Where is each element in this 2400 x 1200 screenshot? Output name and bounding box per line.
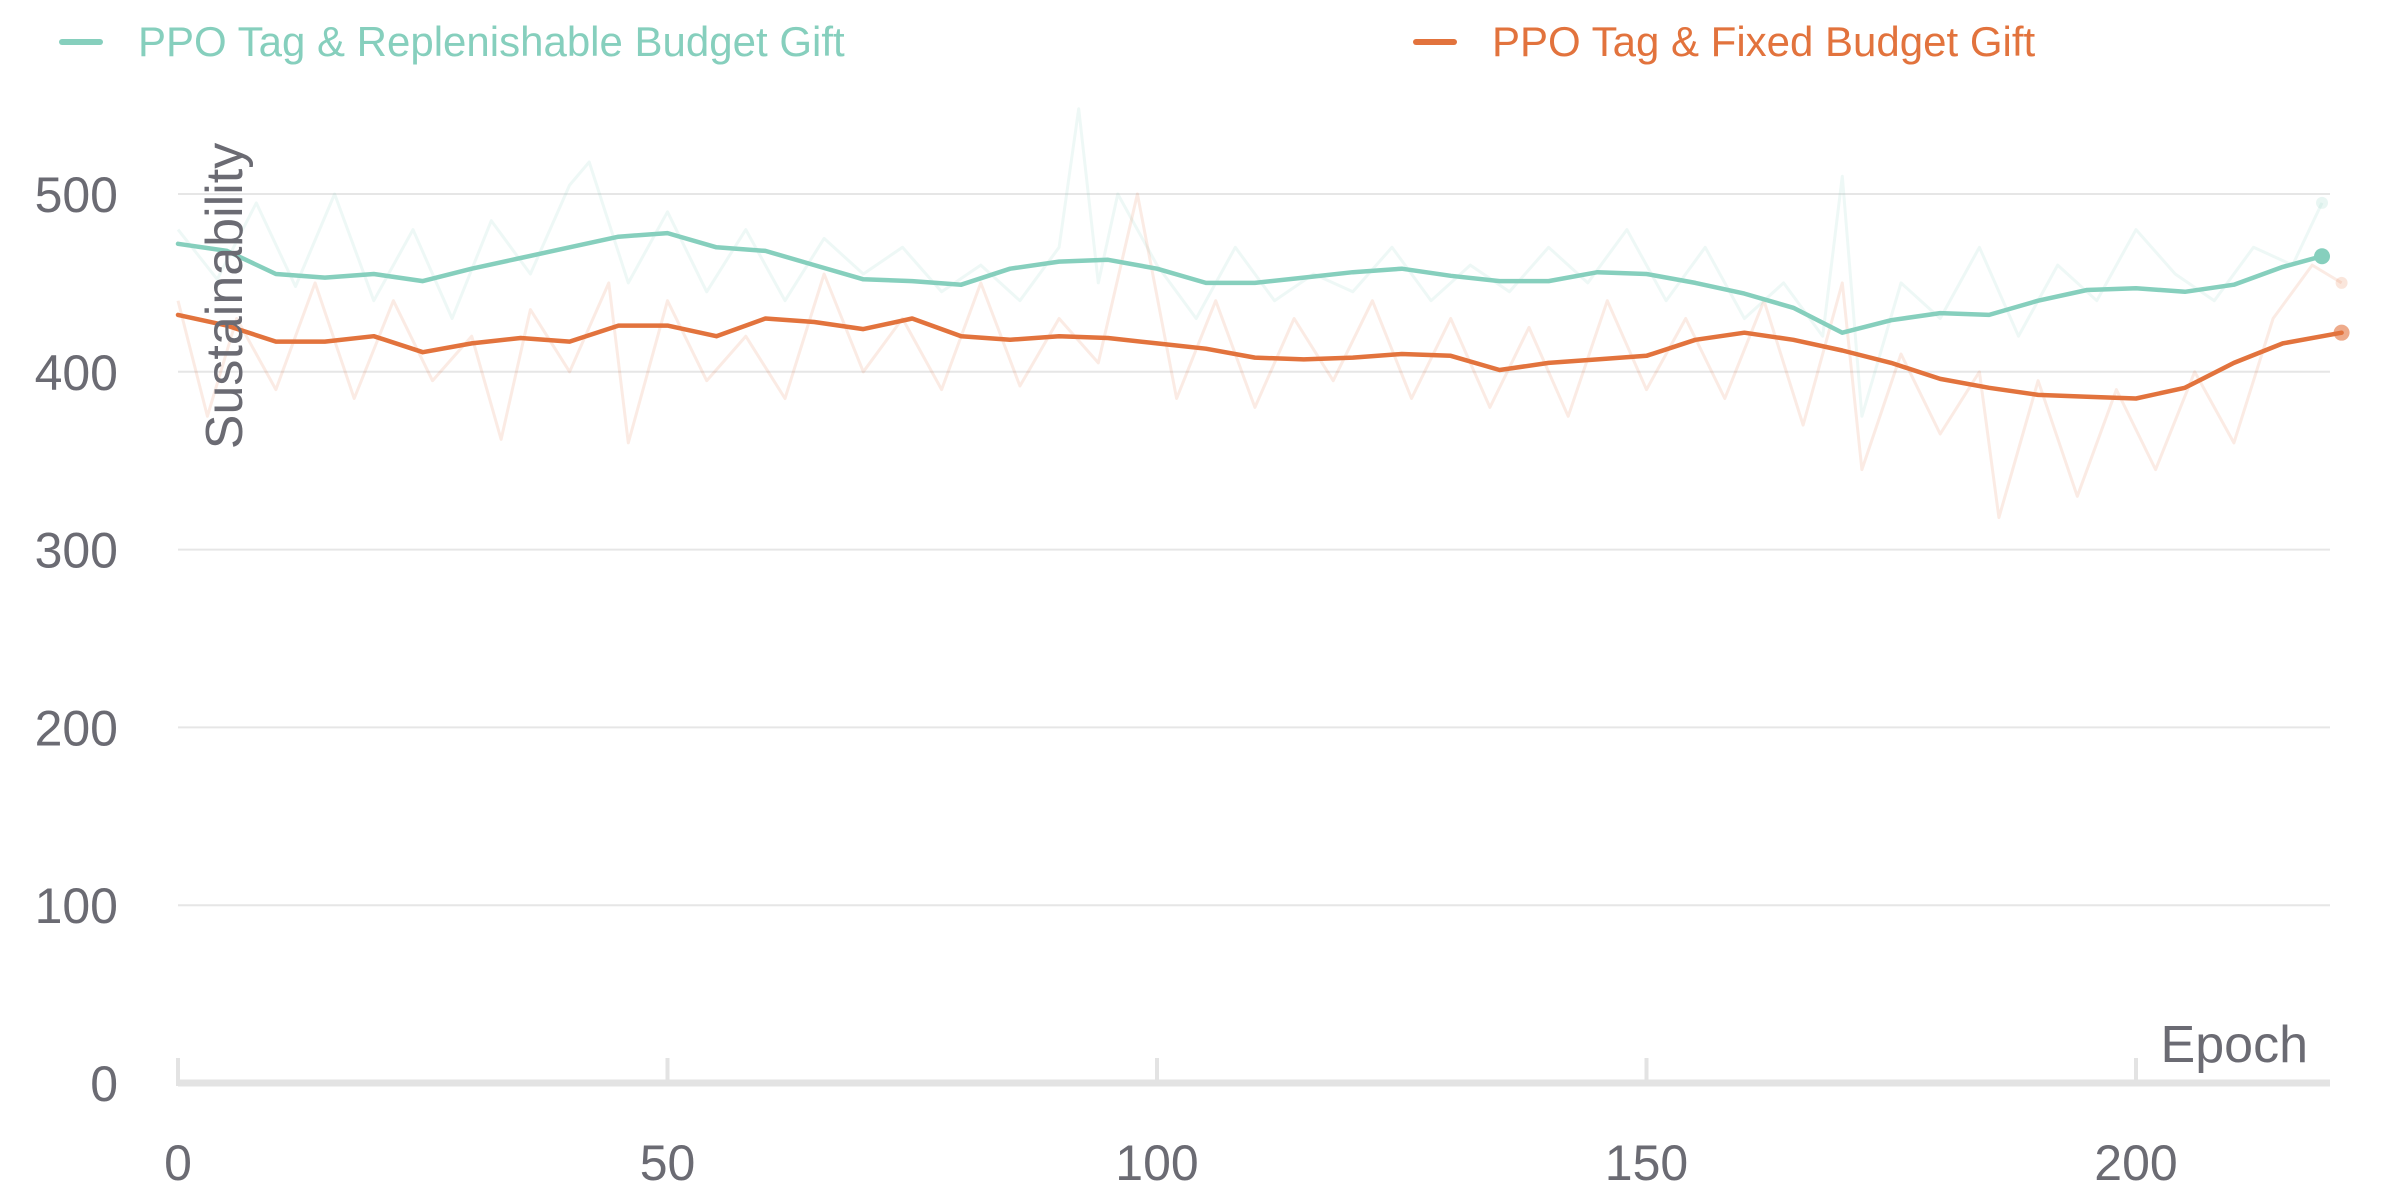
raw-series-line-2: [176, 192, 2343, 520]
legend-label-2: PPO Tag & Fixed Budget Gift: [1492, 18, 2036, 65]
tick-labels: 0 100 200 300 400 500 0 50 100 150 200: [35, 167, 2178, 1191]
gridlines: [178, 193, 2330, 907]
x-axis: [176, 1058, 2330, 1087]
x-tick-label: 150: [1605, 1135, 1688, 1191]
x-tick-label: 0: [164, 1135, 192, 1191]
y-tick-label: 200: [35, 700, 118, 756]
series-line-1: [175, 230, 2325, 335]
raw-series-line-1: [176, 107, 2324, 418]
series-end-marker-1: [2314, 248, 2331, 265]
y-tick-label: 400: [35, 345, 118, 401]
smoothed-series-lines: [175, 196, 2350, 401]
x-axis-title: Epoch: [2161, 1016, 2308, 1074]
x-tick-label: 200: [2094, 1135, 2177, 1191]
y-tick-label: 100: [35, 878, 118, 934]
x-tick-label: 50: [640, 1135, 696, 1191]
raw-series-lines: [176, 107, 2343, 520]
raw-end-marker-2: [2335, 276, 2348, 289]
y-tick-label: 300: [35, 523, 118, 579]
legend-label-1: PPO Tag & Replenishable Budget Gift: [138, 18, 845, 65]
legend: PPO Tag & Replenishable Budget Gift PPO T…: [59, 18, 2036, 65]
y-axis-title: Sustainability: [196, 143, 254, 449]
y-tick-label: 0: [90, 1056, 118, 1112]
y-tick-label: 500: [35, 167, 118, 223]
series-line-2: [175, 312, 2344, 401]
raw-end-marker-1: [2316, 196, 2329, 209]
series-end-marker-2: [2333, 324, 2350, 341]
x-tick-label: 100: [1115, 1135, 1198, 1191]
